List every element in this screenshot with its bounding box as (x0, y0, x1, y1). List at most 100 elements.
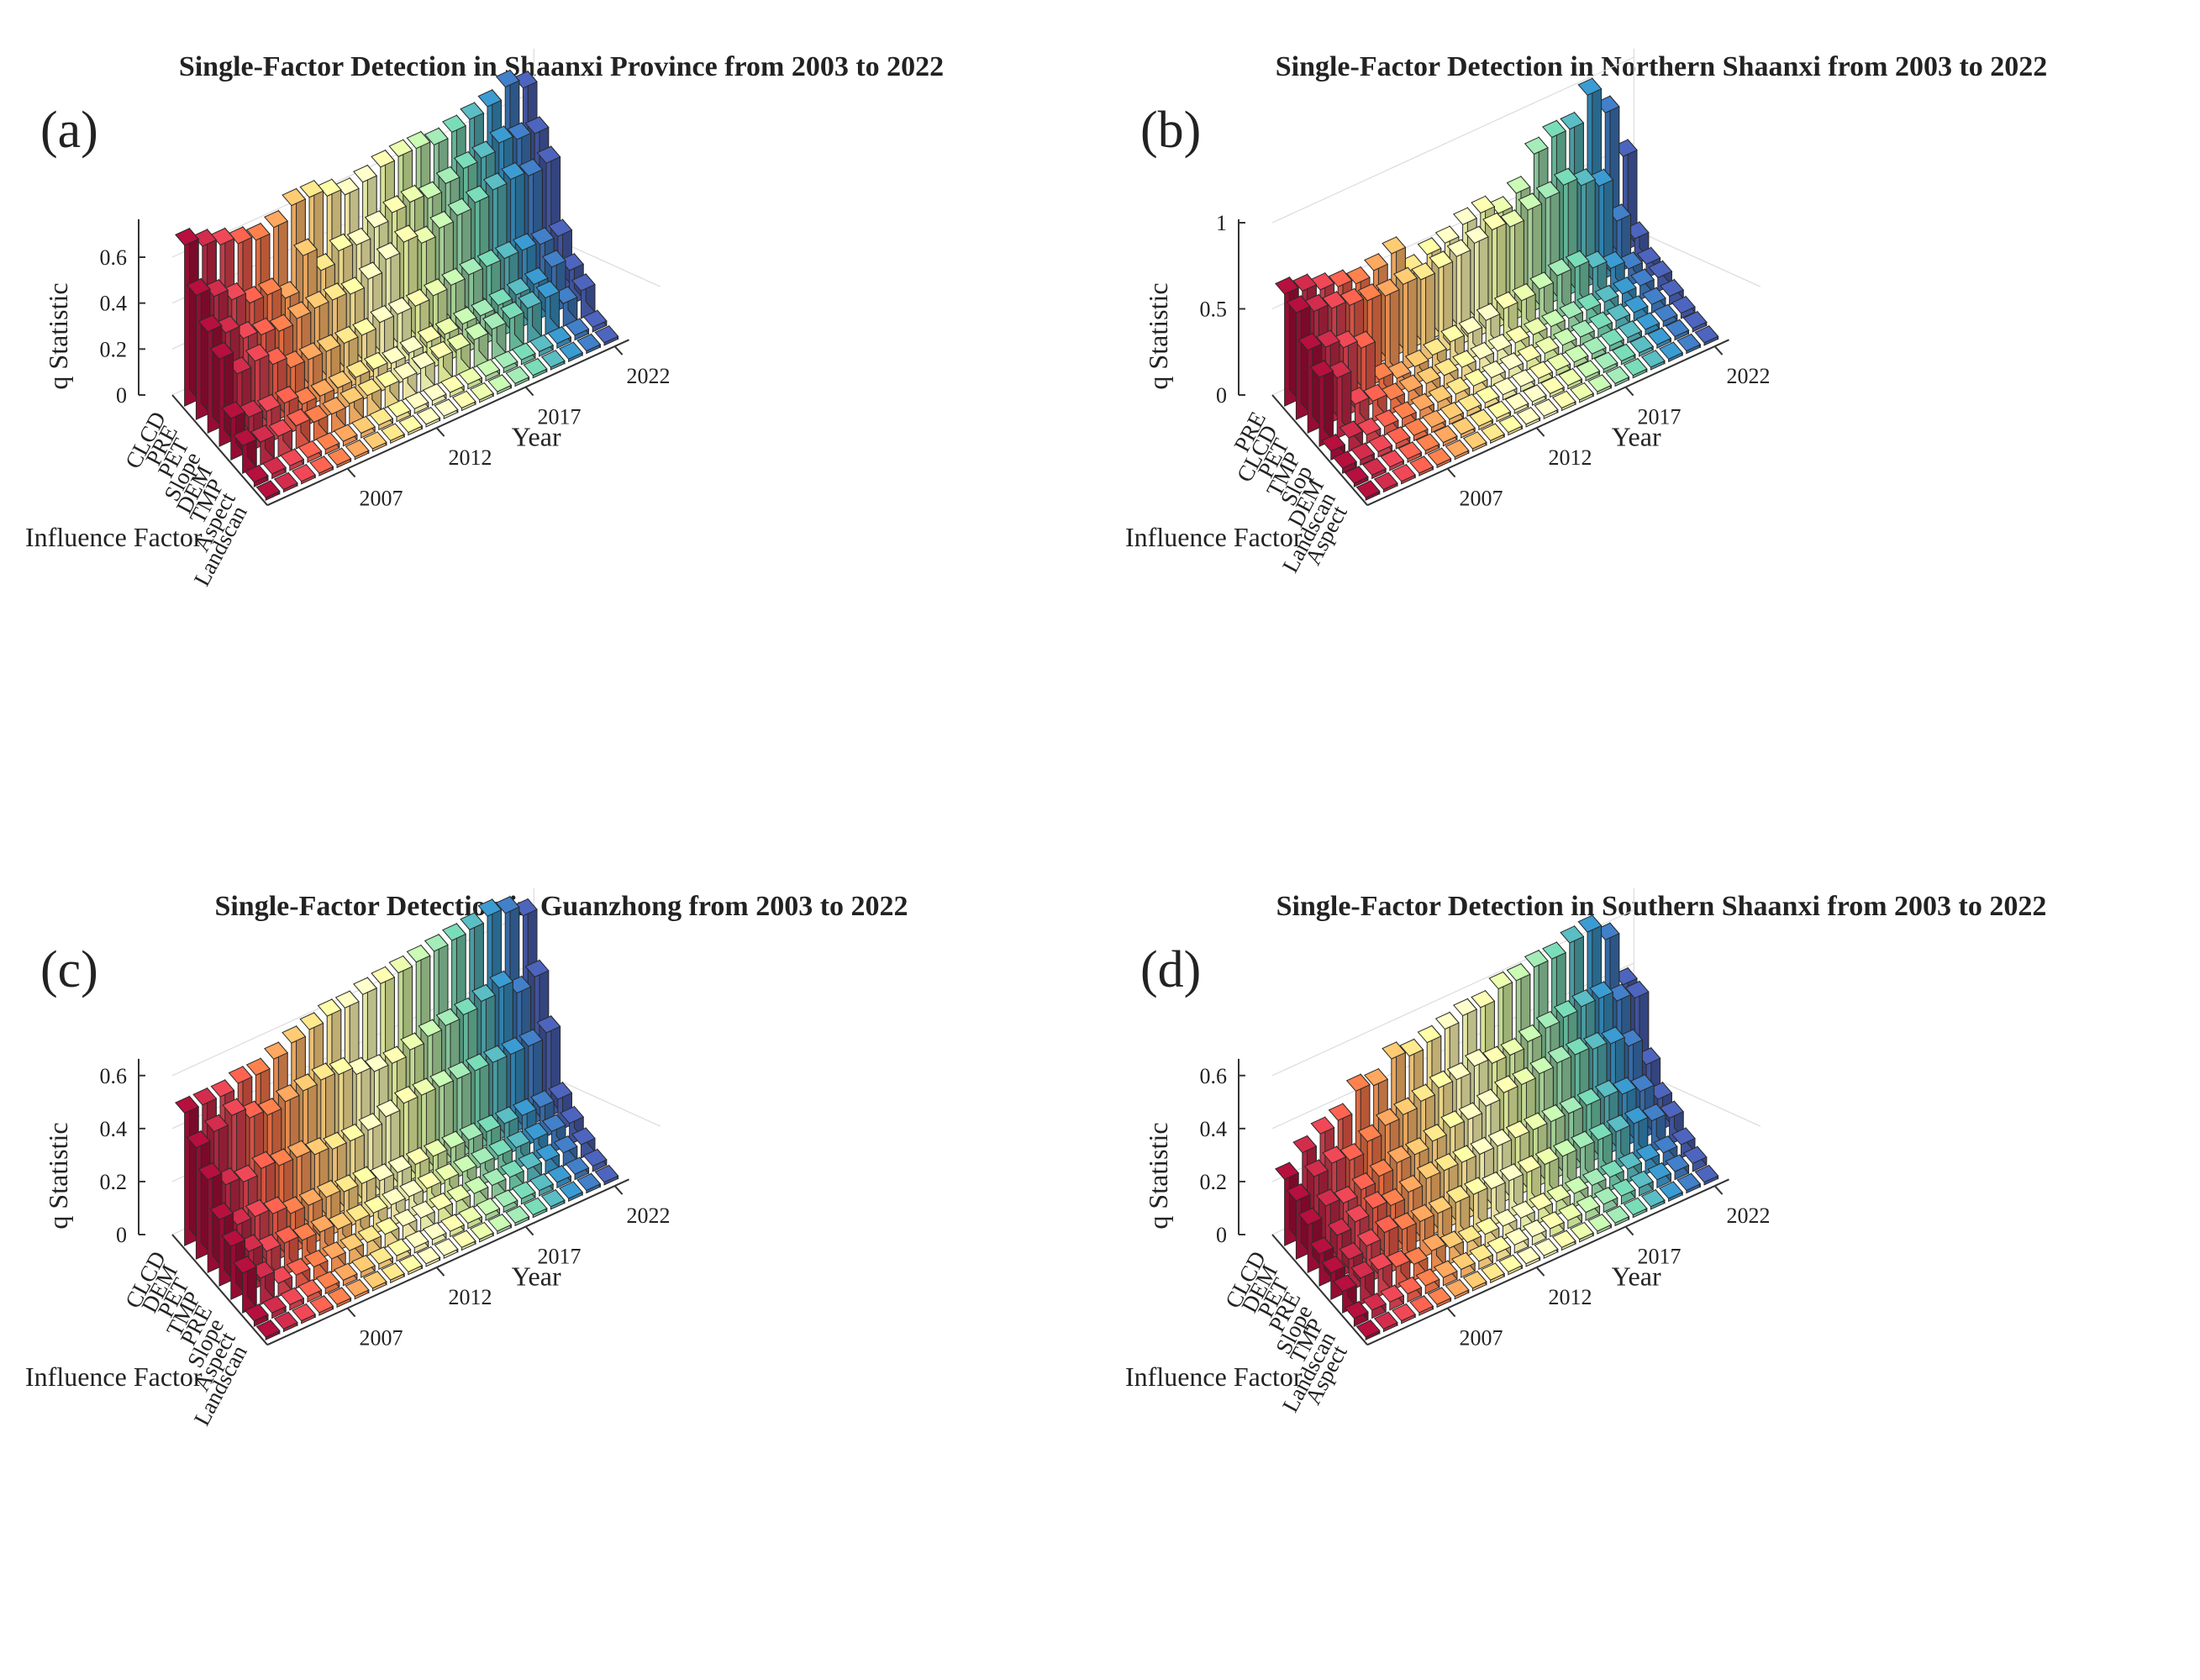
bar-top-face (1512, 1066, 1536, 1086)
bar-top-face (429, 1069, 455, 1088)
bar-top-face (576, 1172, 602, 1192)
bar-top-face (1345, 1204, 1370, 1223)
bar-top-face (334, 990, 360, 1009)
year-tick (1624, 386, 1634, 397)
bar-top-face (1416, 1161, 1441, 1180)
bar-top-face (1523, 1112, 1548, 1130)
bar-top-face (1446, 239, 1471, 257)
bars (1275, 76, 1719, 501)
bar (1433, 1259, 1458, 1287)
bar (529, 334, 554, 357)
bar-top-face (1694, 1165, 1719, 1183)
bar (1682, 310, 1708, 333)
bar-top-face (1694, 325, 1719, 344)
bar-top-face (1451, 417, 1476, 435)
bar-top-face (1499, 352, 1524, 371)
bar-top-face (530, 227, 555, 245)
bar-top-face (1564, 345, 1589, 363)
bar-top-face (529, 1173, 554, 1192)
bar-top-face (1635, 1143, 1661, 1162)
bar-top-face (1315, 329, 1340, 348)
bar-top-face (274, 386, 299, 404)
year-tick-label: 2012 (1549, 445, 1592, 470)
bar-top-face (280, 1287, 305, 1306)
bar-top-face (1576, 360, 1601, 378)
bar-top-face (1373, 1311, 1398, 1330)
year-tick (613, 1185, 624, 1195)
chart-title: Single-Factor Detection in Guanzhong fro… (214, 891, 908, 922)
year-tick-label: 2017 (538, 405, 582, 429)
bar-top-face (1393, 1097, 1418, 1116)
bar-top-face (197, 1162, 223, 1181)
bar-top-face (287, 1140, 312, 1158)
bar (1576, 1194, 1601, 1221)
year-tick-label: 2007 (360, 487, 403, 511)
bar-top-face (387, 399, 412, 418)
bar (535, 280, 561, 336)
bar-top-face (310, 1214, 335, 1233)
bar-top-face (1392, 1212, 1417, 1230)
z-tick-label: 0.6 (100, 1064, 128, 1088)
bar-top-face (1309, 360, 1334, 378)
bar-top-face (1275, 1161, 1299, 1180)
bar-top-face (388, 955, 413, 974)
bar-top-face (1576, 292, 1602, 311)
bar-top-face (1560, 112, 1585, 130)
year-tick (1713, 1185, 1724, 1195)
bar-top-face (1589, 981, 1614, 999)
bar (1469, 408, 1494, 431)
bar-top-face (434, 1162, 460, 1182)
bar (1611, 343, 1636, 366)
bar-top-face (1458, 1102, 1483, 1120)
bar-top-face (1534, 398, 1559, 417)
bar (1588, 1122, 1613, 1178)
bar (1665, 1153, 1690, 1181)
bar-top-face (1481, 1262, 1505, 1281)
bar (470, 1221, 494, 1243)
bar-top-face (1471, 195, 1496, 214)
bar-top-face (228, 1066, 253, 1084)
bar-top-face (1380, 1284, 1405, 1303)
bar-top-face (1363, 383, 1387, 403)
bar (458, 366, 483, 390)
bar-top-face (363, 1195, 388, 1214)
bar-top-face (1404, 1137, 1429, 1156)
bar (1589, 168, 1614, 282)
bar-top-face (1500, 1037, 1525, 1056)
bar-top-face (465, 185, 490, 203)
bar-top-face (1364, 1068, 1388, 1087)
bar (1516, 1246, 1541, 1267)
bar-top-face (323, 282, 347, 301)
bar-top-face (1553, 1000, 1578, 1019)
bar-top-face (1409, 456, 1434, 474)
bar (523, 1197, 548, 1219)
bar-top-face (1458, 316, 1483, 334)
bar-top-face (304, 291, 329, 309)
bar-top-face (1534, 1146, 1560, 1166)
chart-title: Single-Factor Detection in Southern Shaa… (1276, 891, 2047, 922)
bar-top-face (392, 1209, 418, 1227)
bar-top-face (1403, 418, 1429, 436)
bar-top-face (1286, 1183, 1311, 1202)
bar-top-face (540, 1189, 566, 1208)
z-tick-label: 0 (116, 383, 127, 408)
bar-top-face (192, 1088, 218, 1106)
bar-top-face (1600, 328, 1624, 347)
bar (1373, 471, 1398, 493)
bar-top-face (1594, 284, 1619, 303)
bar-top-face (540, 350, 566, 368)
bar (387, 398, 412, 423)
x-axis-label: Year (512, 421, 561, 451)
bar (303, 404, 329, 442)
bar-top-face (1577, 914, 1603, 933)
bar-top-face (1534, 1238, 1559, 1256)
bar-top-face (340, 276, 366, 295)
x-axis-label: Year (512, 1261, 561, 1291)
bar-top-face (1440, 1110, 1466, 1129)
bar-top-face (1364, 253, 1388, 271)
bar-top-face (1582, 336, 1607, 355)
bar-top-face (1410, 1203, 1435, 1223)
bar (582, 1148, 608, 1172)
bar-top-face (1606, 303, 1631, 322)
bar (1487, 1235, 1512, 1262)
